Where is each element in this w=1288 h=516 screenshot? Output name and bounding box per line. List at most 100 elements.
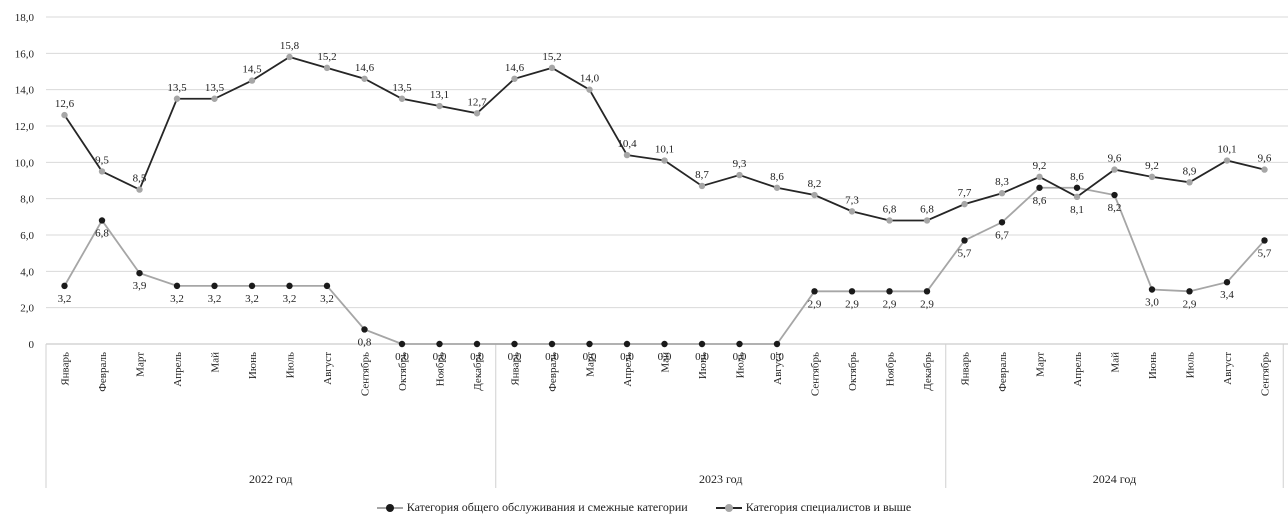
- data-label: 9,3: [733, 158, 747, 170]
- series-1-point: [998, 190, 1006, 197]
- series-1-point: [248, 77, 256, 84]
- data-label: 2,9: [1183, 298, 1197, 310]
- series-line-0: [63, 186, 1266, 345]
- data-label: 8,6: [770, 171, 784, 183]
- gridlines: [46, 16, 1288, 345]
- x-tick-label: Июль: [735, 352, 747, 378]
- series-0-point: [173, 282, 181, 290]
- data-label: 13,5: [167, 82, 187, 94]
- series-0-point: [248, 282, 256, 290]
- series-1-point: [698, 182, 706, 190]
- y-tick-label: 8,0: [20, 194, 34, 206]
- series-0-point: [361, 326, 368, 333]
- series-1-point: [1223, 157, 1231, 164]
- series-1-point: [136, 186, 143, 193]
- data-label: 8,1: [1070, 204, 1084, 216]
- data-label: 9,2: [1033, 160, 1047, 172]
- series-1-point: [886, 217, 893, 224]
- legend-label-general: Категория общего обслуживания и смежные …: [406, 500, 688, 514]
- y-tick-label: 4,0: [20, 266, 34, 278]
- series-1-point: [623, 151, 631, 159]
- series-0-point: [586, 340, 593, 348]
- series-layer: [61, 53, 1268, 348]
- series-0-point: [1111, 191, 1118, 199]
- x-tick-label: Апрель: [172, 352, 184, 387]
- x-tick-label: Март: [585, 352, 597, 377]
- data-label: 9,2: [1145, 160, 1159, 172]
- series-1-point: [1186, 179, 1193, 186]
- x-tick-label: Февраль: [997, 352, 1009, 392]
- y-tick-label: 16,0: [15, 48, 35, 60]
- x-tick-label: Май: [210, 352, 222, 373]
- y-tick-label: 18,0: [15, 12, 35, 24]
- y-tick-label: 14,0: [15, 85, 35, 97]
- data-label: 13,1: [430, 89, 449, 101]
- data-label: 3,2: [170, 293, 184, 305]
- series-0-point: [1036, 184, 1043, 191]
- data-label: 0,0: [620, 351, 634, 363]
- x-tick-label: Май: [1110, 352, 1122, 373]
- data-label: 0,0: [770, 351, 784, 363]
- series-1-point: [473, 110, 481, 117]
- data-label: 6,8: [883, 203, 897, 215]
- x-tick-label: Июнь: [1147, 352, 1159, 379]
- x-tick-label: Август: [322, 352, 334, 385]
- y-axis: 0 2,0 4,0 6,0 8,0 10,0 12,0 14,0 16,0 18,0: [15, 12, 35, 351]
- data-label: 15,8: [280, 40, 300, 52]
- series-1-point: [436, 102, 443, 110]
- series-0-point: [998, 219, 1006, 226]
- x-tick-label: Октябрь: [847, 352, 859, 391]
- data-label: 0,0: [695, 351, 709, 363]
- data-label: 12,6: [55, 98, 75, 110]
- data-label: 9,5: [95, 154, 109, 166]
- y-tick-label: 6,0: [20, 230, 34, 242]
- data-label: 13,5: [392, 82, 412, 94]
- x-tick-label: Апрель: [1072, 352, 1084, 387]
- data-label: 2,9: [845, 298, 859, 310]
- data-label: 6,8: [95, 227, 109, 239]
- data-label: 8,9: [1183, 165, 1197, 177]
- data-label: 8,7: [695, 169, 709, 181]
- data-label: 3,2: [58, 293, 72, 305]
- series-1-point: [1073, 193, 1081, 201]
- data-label: 8,2: [1108, 202, 1122, 214]
- data-label: 2,9: [808, 298, 822, 310]
- series-1-point: [98, 168, 106, 175]
- series-0-point: [961, 237, 968, 244]
- series-0-point: [323, 282, 331, 290]
- series-0-point: [211, 282, 218, 290]
- series-1-point: [286, 53, 293, 61]
- y-tick-label: 10,0: [15, 157, 35, 169]
- series-0-point: [1261, 237, 1268, 244]
- x-tick-label: Ноябрь: [885, 352, 897, 386]
- legend-swatch-general: [376, 503, 403, 513]
- series-0-point: [811, 288, 818, 295]
- data-label: 0,0: [433, 351, 447, 363]
- series-0-point: [98, 217, 106, 224]
- series-0-point: [286, 282, 293, 290]
- data-label: 7,3: [845, 194, 859, 206]
- data-label: 8,2: [808, 178, 822, 190]
- x-tick-label: Сентябрь: [810, 352, 822, 396]
- x-tick-label: Февраль: [97, 352, 109, 392]
- x-tick-label: Март: [1035, 352, 1047, 377]
- data-label: 10,1: [655, 144, 674, 156]
- series-0-point: [1073, 184, 1081, 191]
- x-tick-label: Май: [660, 352, 672, 373]
- series-1-point: [736, 171, 743, 179]
- series-0-point: [848, 288, 856, 295]
- data-label: 14,6: [505, 62, 525, 74]
- series-1-point: [923, 217, 931, 224]
- series-1-point: [211, 95, 218, 102]
- data-label: 13,5: [205, 82, 225, 94]
- series-0-point: [548, 340, 556, 348]
- series-0-point: [698, 340, 706, 348]
- series-0-point: [511, 340, 518, 348]
- data-label: 0,0: [658, 351, 672, 363]
- data-label: 8,5: [133, 173, 147, 185]
- x-tick-label: Июнь: [697, 352, 709, 379]
- series-1-point: [1261, 166, 1268, 173]
- series-1-point: [811, 191, 818, 199]
- legend-swatch-specialists: [715, 503, 742, 513]
- series-0-point: [61, 282, 68, 290]
